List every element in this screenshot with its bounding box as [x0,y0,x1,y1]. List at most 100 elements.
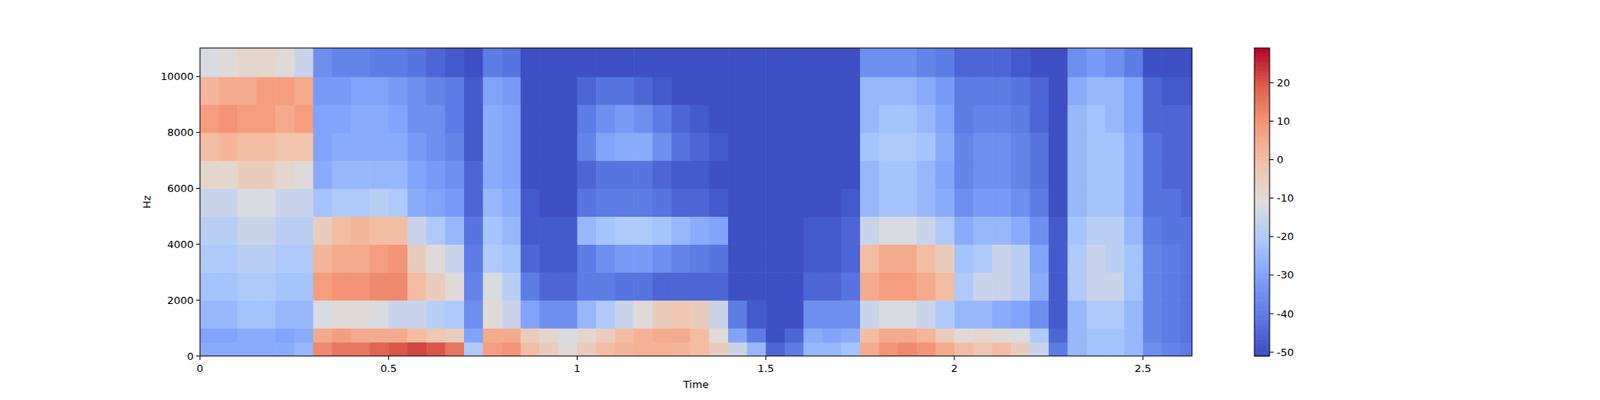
cell [539,216,559,245]
cell [747,76,767,106]
cell [200,216,220,245]
cell [671,104,691,134]
cell [897,188,917,217]
cell [765,76,785,106]
cell [633,160,653,190]
cell [388,188,408,217]
cell [633,272,653,301]
cell [332,342,352,356]
cell [351,188,371,217]
x-tick-label: 0 [196,362,204,375]
cell [879,104,899,134]
cell [294,272,314,301]
cell [992,342,1012,356]
cell [576,76,596,106]
cell [426,244,446,273]
cell [501,48,521,77]
cell [1105,244,1125,273]
cell [444,216,464,245]
cell [312,216,332,245]
cell [954,272,974,301]
cell [765,342,785,356]
cell [388,244,408,273]
cell [501,300,521,329]
cell [200,300,220,329]
cell [1143,342,1163,356]
cell [237,300,257,329]
cell [822,104,842,134]
cell [973,300,993,329]
cell [501,104,521,134]
cell [1180,160,1192,190]
cell [539,160,559,190]
cell [388,342,408,356]
cell [275,76,295,106]
cell [860,244,880,273]
cell [803,244,823,273]
cell [388,216,408,245]
cell [520,160,540,190]
cell [992,160,1012,190]
cell [483,216,503,245]
cell [200,104,220,134]
cell [1029,244,1049,273]
cell [501,272,521,301]
cell [1143,160,1163,190]
cell [369,160,389,190]
cell [841,342,861,356]
cell [1011,300,1031,329]
cell [1161,160,1181,190]
cell [312,160,332,190]
colorbar-tick-label: -50 [1276,346,1294,359]
cell [709,160,729,190]
cell [1161,272,1181,301]
cell [483,76,503,106]
cell [1180,272,1192,301]
cell [973,48,993,77]
cell [1048,76,1068,106]
cell [615,272,635,301]
cell [765,216,785,245]
cell [671,300,691,329]
cell [520,132,540,162]
y-tick-label: 8000 [167,126,194,139]
cell [483,300,503,329]
cell [1029,160,1049,190]
cell [615,160,635,190]
cell [294,48,314,77]
cell [860,188,880,217]
cell [860,104,880,134]
cell [916,272,936,301]
cell [671,160,691,190]
cell [841,216,861,245]
cell [897,342,917,356]
cell [256,104,276,134]
cell [784,104,804,134]
cell [671,342,691,356]
cell [464,244,484,273]
cell [576,272,596,301]
chart: 00.511.522.50200040006000800010000TimeHz… [0,0,1600,400]
cell [596,132,616,162]
cell [256,188,276,217]
cell [483,48,503,77]
cell [1124,132,1144,162]
cell [935,76,955,106]
cell [728,216,748,245]
cell [633,342,653,356]
cell [501,160,521,190]
cell [633,104,653,134]
cell [1161,48,1181,77]
cell [312,300,332,329]
cell [765,328,785,343]
cell [539,76,559,106]
cell [596,328,616,343]
cell [426,48,446,77]
cell [294,342,314,356]
x-tick [576,356,578,360]
cell [294,216,314,245]
cell [483,328,503,343]
cell [464,188,484,217]
cell [1161,76,1181,106]
cell [237,216,257,245]
